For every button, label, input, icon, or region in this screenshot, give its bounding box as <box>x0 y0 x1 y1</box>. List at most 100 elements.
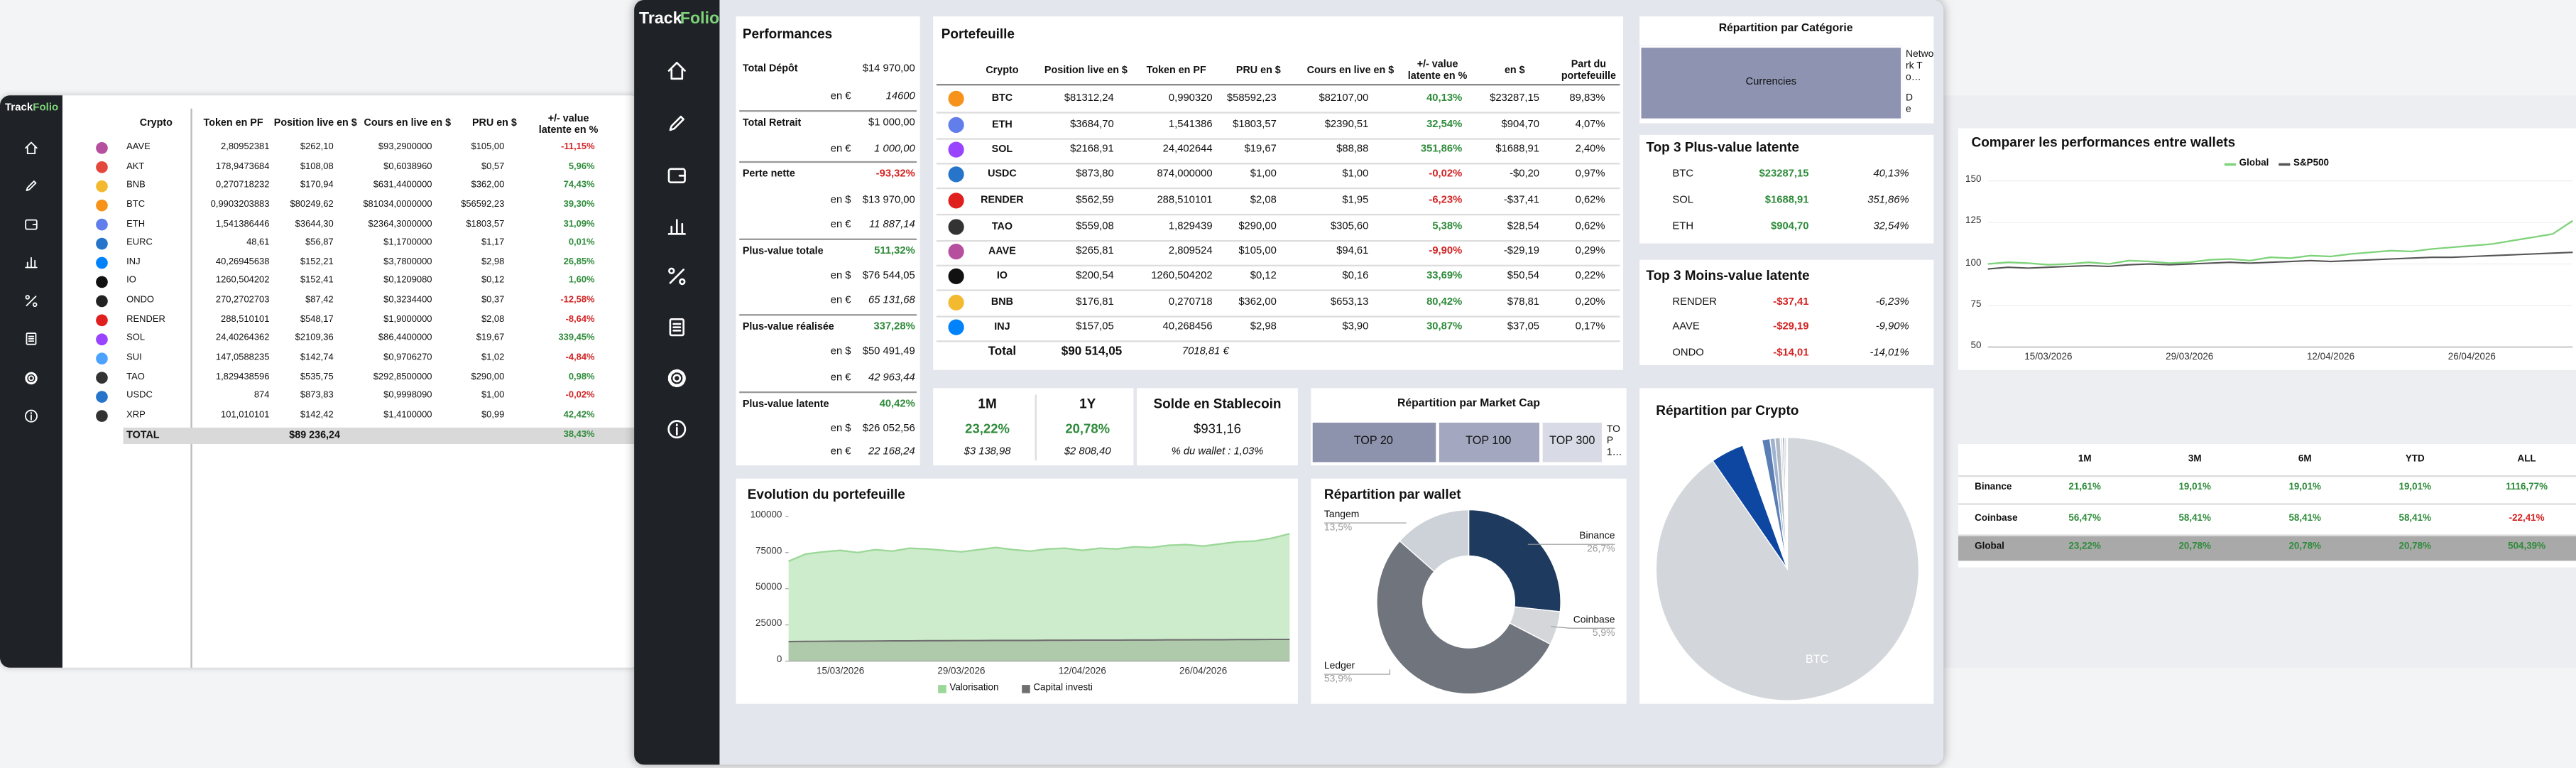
nav-icon[interactable] <box>26 180 37 191</box>
cell: 30,87% <box>1426 321 1463 333</box>
asset-pct: -14,01% <box>1870 347 1909 359</box>
cell: 21,61% <box>2068 482 2101 493</box>
row-separator <box>1958 534 2576 536</box>
cell: RENDER <box>126 315 165 325</box>
cell: BTC <box>126 200 146 210</box>
cell: 23,22% <box>2068 542 2101 553</box>
coin-icon <box>96 372 108 384</box>
cell: $2390,51 <box>1324 119 1369 131</box>
cell: -9,90% <box>1429 245 1463 257</box>
stablecoin-value: $931,16 <box>1194 421 1241 437</box>
metric-label: Plus-value totale <box>742 245 824 258</box>
cell: $535,75 <box>300 372 334 383</box>
column-header: Part du portefeuille <box>1561 59 1617 82</box>
cell: 504,39% <box>2508 542 2546 553</box>
cell: 39,30% <box>563 200 595 210</box>
nav-icon[interactable] <box>25 372 38 385</box>
nav-icon[interactable] <box>668 267 686 286</box>
metric-value: 40,42% <box>879 398 915 411</box>
cell: $87,42 <box>305 296 334 306</box>
nav-icon[interactable] <box>667 420 687 439</box>
wallet-name: Global <box>1975 542 2004 553</box>
cell: $559,08 <box>1076 220 1114 233</box>
metric-label: Plus-value réalisée <box>742 321 834 333</box>
cell: $873,83 <box>300 391 334 402</box>
nav-icon[interactable] <box>667 61 686 80</box>
nav-icon[interactable] <box>669 318 684 337</box>
cell: ETH <box>126 219 146 229</box>
cell: 0,20% <box>1575 296 1605 308</box>
x-tick-label: 15/03/2026 <box>2024 352 2073 363</box>
cell: $23287,15 <box>1490 92 1540 104</box>
column-header: Token en PF <box>1146 65 1206 77</box>
nav-icon[interactable] <box>667 168 686 183</box>
nav-icon[interactable] <box>667 369 686 388</box>
cell: SOL <box>126 334 146 345</box>
cell: INJ <box>126 257 141 268</box>
cell: $56592,23 <box>461 200 505 210</box>
stablecoin-panel <box>1137 388 1298 466</box>
top-gain-panel <box>1639 134 1934 244</box>
nav-icon[interactable] <box>25 219 38 230</box>
nav-icon[interactable] <box>667 219 686 235</box>
cell: 58,41% <box>2398 514 2432 524</box>
cell: 24,402644 <box>1162 144 1213 156</box>
nav-icon[interactable] <box>24 409 38 423</box>
asset-value: -$29,19 <box>1773 321 1809 333</box>
row-line <box>936 340 1620 342</box>
row-separator <box>1958 475 2576 477</box>
cell: $0,9706270 <box>383 353 432 364</box>
cell: $0,3234400 <box>383 296 432 306</box>
nav-icon[interactable] <box>669 115 684 131</box>
cell: $0,99 <box>481 411 505 421</box>
cell: $152,21 <box>300 257 334 268</box>
row-line <box>936 264 1620 266</box>
cell: $0,1209080 <box>383 276 432 287</box>
leader-line <box>1551 626 1615 629</box>
cell: 101,010101 <box>221 411 270 421</box>
cell: TAO <box>126 372 145 383</box>
period-label: 1Y <box>1079 396 1096 412</box>
total-value: $90 514,05 <box>1061 343 1123 359</box>
cell: 20,78% <box>2288 542 2321 553</box>
metric-value: 11 887,14 <box>869 219 915 231</box>
cell: $873,80 <box>1076 168 1114 180</box>
cell: $1,00 <box>1342 168 1369 180</box>
slice-label: Coinbase <box>1573 616 1615 626</box>
cell: $80249,62 <box>290 200 334 210</box>
cell: $78,81 <box>1507 296 1540 308</box>
coin-icon <box>948 141 964 158</box>
cell: USDC <box>988 168 1017 180</box>
cell: $94,61 <box>1336 245 1369 257</box>
nav-icon[interactable] <box>26 332 37 345</box>
separator <box>739 314 917 315</box>
metric-value: 1 000,00 <box>874 144 915 156</box>
metric-value: 22 168,24 <box>868 446 915 458</box>
row-line <box>936 315 1620 317</box>
coin-icon <box>948 193 964 209</box>
cell: 351,86% <box>1420 144 1463 156</box>
x-tick-label: 26/04/2026 <box>2447 352 2496 363</box>
cell: $631,4400000 <box>373 180 432 191</box>
cell: $262,10 <box>300 142 334 153</box>
treemap-label: Currencies <box>1745 76 1797 88</box>
cell: 1,829438596 <box>215 372 270 383</box>
cell: $562,59 <box>1076 194 1114 207</box>
cell: $108,08 <box>300 161 334 172</box>
asset-name: ONDO <box>1672 347 1704 359</box>
legend-swatch <box>938 685 946 693</box>
column-header: 3M <box>2188 455 2202 465</box>
asset-name: BTC <box>1672 168 1694 180</box>
cell: 288,510101 <box>1157 194 1213 207</box>
cell: $0,12 <box>481 276 505 287</box>
nav-icon[interactable] <box>25 141 38 155</box>
asset-pct: 351,86% <box>1867 194 1909 207</box>
cell: $28,54 <box>1507 220 1540 233</box>
column-header: YTD <box>2405 455 2425 465</box>
nav-icon[interactable] <box>25 295 38 308</box>
cell: 874,000000 <box>1157 168 1213 180</box>
cell: 20,78% <box>2178 542 2211 553</box>
y-tick-label: 125 <box>1965 217 1982 227</box>
nav-icon[interactable] <box>25 256 38 269</box>
cell: 4,07% <box>1575 119 1605 131</box>
